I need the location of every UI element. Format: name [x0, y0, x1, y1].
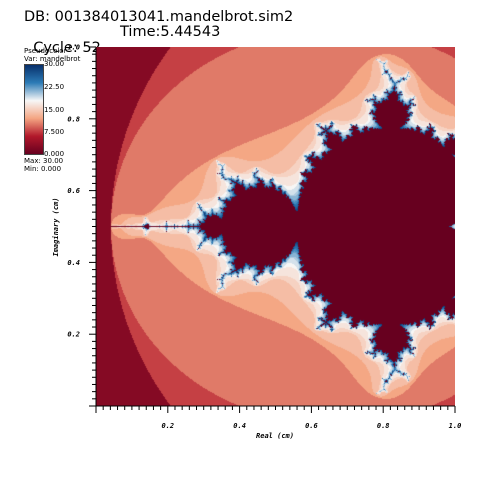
y-tick-label: 0.4 — [67, 259, 80, 267]
colorbar — [24, 64, 44, 155]
legend-tick-label: 0.000 — [44, 150, 65, 158]
legend-variable: Var: mandelbrot — [24, 55, 81, 63]
legend-tick-label: 30.00 — [44, 60, 65, 68]
y-tick-label: 0.6 — [67, 187, 80, 195]
x-tick-label: 0.8 — [377, 422, 390, 430]
y-tick-label: 0.8 — [67, 115, 80, 123]
legend-tick-label: 7.500 — [44, 128, 65, 136]
legend-max: Max: 30.00 — [24, 157, 64, 165]
mandelbrot-heatmap — [96, 47, 455, 406]
y-tick-label: 0.2 — [67, 331, 80, 339]
y-tick-label: 1.0 — [67, 44, 80, 52]
legend-tick-label: 22.50 — [44, 83, 65, 91]
database-title: DB: 001384013041.mandelbrot.sim2 — [24, 9, 294, 25]
plot-image-container — [96, 47, 455, 406]
legend-tick-label: 15.00 — [44, 106, 65, 114]
x-tick-label: 1.0 — [449, 422, 462, 430]
y-axis-title: Imaginary (cm) — [52, 197, 60, 256]
time-label: Time:5.44543 — [120, 24, 221, 40]
x-axis-title: Real (cm) — [256, 432, 294, 440]
legend-plot-type: Pseudocolor — [24, 47, 67, 55]
x-tick-label: 0.4 — [233, 422, 246, 430]
x-tick-label: 0.2 — [161, 422, 174, 430]
x-tick-label: 0.6 — [305, 422, 318, 430]
legend-min: Min: 0.000 — [24, 165, 62, 173]
cycle-time-line: Cycle: 52 Time:5.44543 — [24, 24, 220, 72]
axes: 0.2 0.4 0.6 0.8 1.0 0.2 0.4 0.6 0.8 1.0 — [67, 44, 461, 431]
